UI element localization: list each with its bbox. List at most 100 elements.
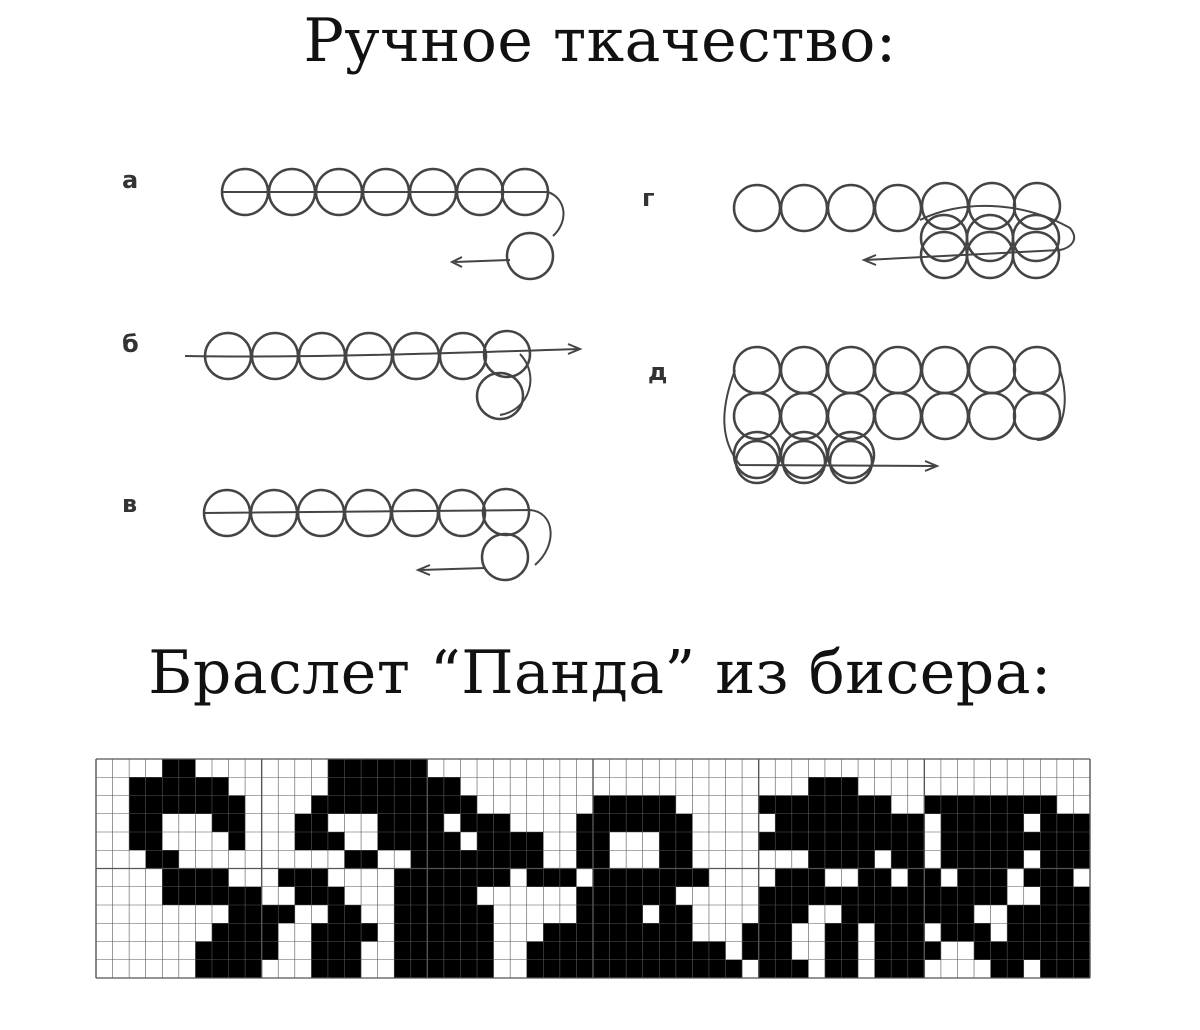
filled-bead-cell [609, 795, 627, 814]
filled-bead-cell [427, 923, 444, 942]
filled-bead-cell [791, 959, 809, 978]
filled-bead-cell [609, 813, 627, 832]
filled-bead-cell [1023, 832, 1041, 851]
filled-bead-cell [1056, 886, 1074, 905]
filled-bead-cell [394, 795, 411, 814]
filled-bead-cell [211, 941, 229, 960]
page-title: Ручное ткачество: [303, 6, 897, 76]
filled-bead-cell [327, 795, 345, 814]
filled-bead-cell [659, 941, 676, 960]
filled-bead-cell [841, 886, 859, 905]
filled-bead-cell [907, 868, 925, 887]
filled-bead-cell [791, 886, 809, 905]
filled-bead-cell [510, 832, 527, 851]
filled-bead-cell [427, 795, 444, 814]
filled-bead-cell [477, 959, 494, 978]
filled-bead-cell [460, 868, 478, 887]
filled-bead-cell [1040, 813, 1057, 832]
filled-bead-cell [874, 959, 892, 978]
filled-bead-cell [576, 832, 593, 851]
filled-bead-cell [394, 886, 411, 905]
filled-bead-cell [195, 868, 212, 887]
filled-bead-cell [808, 813, 825, 832]
filled-bead-cell [858, 868, 875, 887]
filled-bead-cell [940, 813, 958, 832]
filled-bead-cell [477, 923, 494, 942]
filled-bead-cell [427, 905, 444, 924]
filled-bead-cell [775, 959, 792, 978]
filled-bead-cell [874, 868, 892, 887]
filled-bead-cell [361, 777, 378, 796]
filled-bead-cell [957, 905, 975, 924]
filled-bead-cell [576, 941, 593, 960]
filled-bead-cell [841, 941, 859, 960]
filled-bead-cell [311, 868, 328, 887]
filled-bead-cell [460, 850, 478, 869]
filled-bead-cell [443, 959, 461, 978]
filled-bead-cell [808, 886, 825, 905]
filled-bead-cell [659, 832, 676, 851]
filled-bead-cell [576, 813, 593, 832]
filled-bead-cell [593, 868, 610, 887]
filled-bead-cell [245, 941, 262, 960]
filled-bead-cell [410, 850, 428, 869]
filled-bead-cell [1056, 959, 1074, 978]
filled-bead-cell [228, 905, 246, 924]
filled-bead-cell [675, 813, 693, 832]
filled-bead-cell [609, 923, 627, 942]
filled-bead-cell [394, 759, 411, 778]
filled-bead-cell [1073, 941, 1090, 960]
filled-bead-cell [990, 868, 1008, 887]
filled-bead-cell [957, 832, 975, 851]
filled-bead-cell [659, 868, 676, 887]
filled-bead-cell [1073, 813, 1090, 832]
filled-bead-cell [460, 886, 478, 905]
filled-bead-cell [824, 832, 842, 851]
filled-bead-cell [162, 759, 179, 778]
filled-bead-cell [924, 941, 941, 960]
filled-bead-cell [808, 832, 825, 851]
filled-bead-cell [626, 868, 643, 887]
filled-bead-cell [261, 923, 279, 942]
filled-bead-cell [626, 959, 643, 978]
filled-bead-cell [974, 886, 991, 905]
filled-bead-cell [659, 886, 676, 905]
filled-bead-cell [228, 923, 246, 942]
filled-bead-cell [593, 923, 610, 942]
filled-bead-cell [178, 759, 196, 778]
filled-bead-cell [294, 832, 312, 851]
filled-bead-cell [609, 905, 627, 924]
filled-bead-cell [477, 905, 494, 924]
filled-bead-cell [477, 832, 494, 851]
step-a-beads [220, 167, 565, 281]
filled-bead-cell [659, 795, 676, 814]
filled-bead-cell [775, 832, 792, 851]
filled-bead-cell [841, 905, 859, 924]
filled-bead-cell [1007, 905, 1024, 924]
filled-bead-cell [394, 941, 411, 960]
filled-bead-cell [609, 941, 627, 960]
filled-bead-cell [1007, 795, 1024, 814]
filled-bead-cell [394, 868, 411, 887]
filled-bead-cell [145, 777, 163, 796]
filled-bead-cell [593, 813, 610, 832]
filled-bead-cell [891, 850, 908, 869]
filled-bead-cell [642, 886, 660, 905]
filled-bead-cell [228, 813, 246, 832]
filled-bead-cell [858, 813, 875, 832]
filled-bead-cell [791, 905, 809, 924]
filled-bead-cell [907, 850, 925, 869]
filled-bead-cell [211, 777, 229, 796]
filled-bead-cell [626, 795, 643, 814]
filled-bead-cell [1023, 941, 1041, 960]
filled-bead-cell [162, 850, 179, 869]
filled-bead-cell [742, 941, 759, 960]
filled-bead-cell [808, 850, 825, 869]
filled-bead-cell [311, 923, 328, 942]
filled-bead-cell [443, 795, 461, 814]
filled-bead-cell [162, 795, 179, 814]
filled-bead-cell [543, 941, 560, 960]
filled-bead-cell [692, 959, 709, 978]
filled-bead-cell [361, 795, 378, 814]
filled-bead-cell [642, 923, 660, 942]
